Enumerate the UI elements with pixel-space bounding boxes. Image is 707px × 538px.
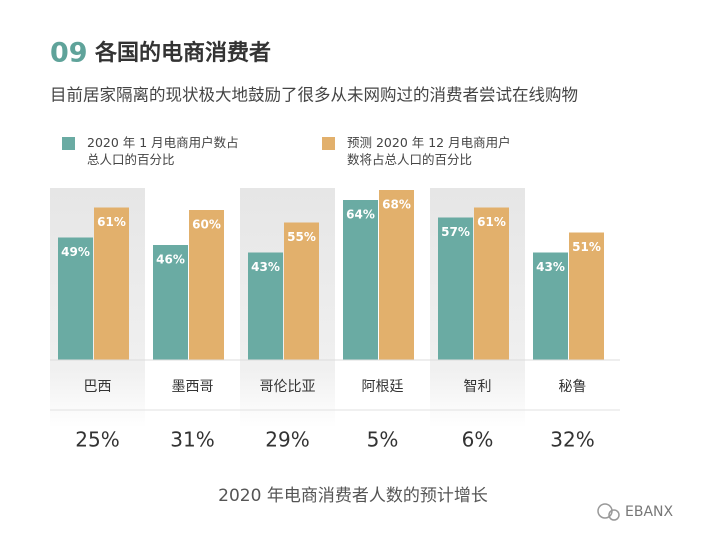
- x-tick-label: 阿根廷: [362, 379, 404, 395]
- x-tick-label: 墨西哥: [172, 379, 214, 395]
- value-label: 43%: [536, 260, 565, 274]
- x-tick-label: 智利: [464, 379, 492, 395]
- bar: [284, 222, 319, 360]
- value-label: 49%: [61, 245, 90, 259]
- legend-swatch: [62, 137, 75, 150]
- growth-label: 5%: [367, 428, 399, 452]
- value-label: 51%: [572, 240, 601, 254]
- legend-label: 预测 2020 年 12 月电商用户数将占总人口的百分比: [347, 135, 511, 167]
- bar: [153, 245, 188, 360]
- watermark: EBANX: [625, 504, 674, 520]
- chart-number: 09: [50, 38, 88, 69]
- value-label: 61%: [97, 215, 126, 229]
- x-tick-label: 秘鲁: [559, 379, 587, 395]
- chart-subtitle: 目前居家隔离的现状极大地鼓励了很多从未网购过的消费者尝试在线购物: [50, 86, 578, 105]
- value-label: 68%: [382, 198, 411, 212]
- bar: [189, 210, 224, 360]
- value-label: 60%: [192, 218, 221, 232]
- growth-label: 25%: [75, 428, 119, 452]
- value-label: 64%: [346, 208, 375, 222]
- x-tick-label: 巴西: [84, 379, 112, 395]
- watermark-icon: [597, 503, 620, 521]
- bar: [94, 207, 129, 360]
- value-label: 57%: [441, 225, 470, 239]
- bar: [569, 232, 604, 360]
- growth-label: 29%: [265, 428, 309, 452]
- bar: [533, 252, 568, 360]
- chart-title: 各国的电商消费者: [94, 40, 271, 66]
- legend-label: 2020 年 1 月电商用户数占总人口的百分比: [87, 135, 239, 167]
- value-label: 46%: [156, 253, 185, 267]
- legend-swatch: [322, 137, 335, 150]
- bar: [248, 252, 283, 360]
- x-tick-label: 哥伦比亚: [260, 379, 316, 395]
- value-label: 43%: [251, 260, 280, 274]
- bar: [58, 237, 93, 360]
- growth-label: 6%: [462, 428, 494, 452]
- growth-label: 31%: [170, 428, 214, 452]
- bar: [438, 217, 473, 360]
- value-label: 61%: [477, 215, 506, 229]
- growth-label: 32%: [550, 428, 594, 452]
- bar: [343, 200, 378, 360]
- growth-title: 2020 年电商消费者人数的预计增长: [218, 486, 488, 506]
- value-label: 55%: [287, 230, 316, 244]
- bar: [379, 190, 414, 360]
- bar: [474, 207, 509, 360]
